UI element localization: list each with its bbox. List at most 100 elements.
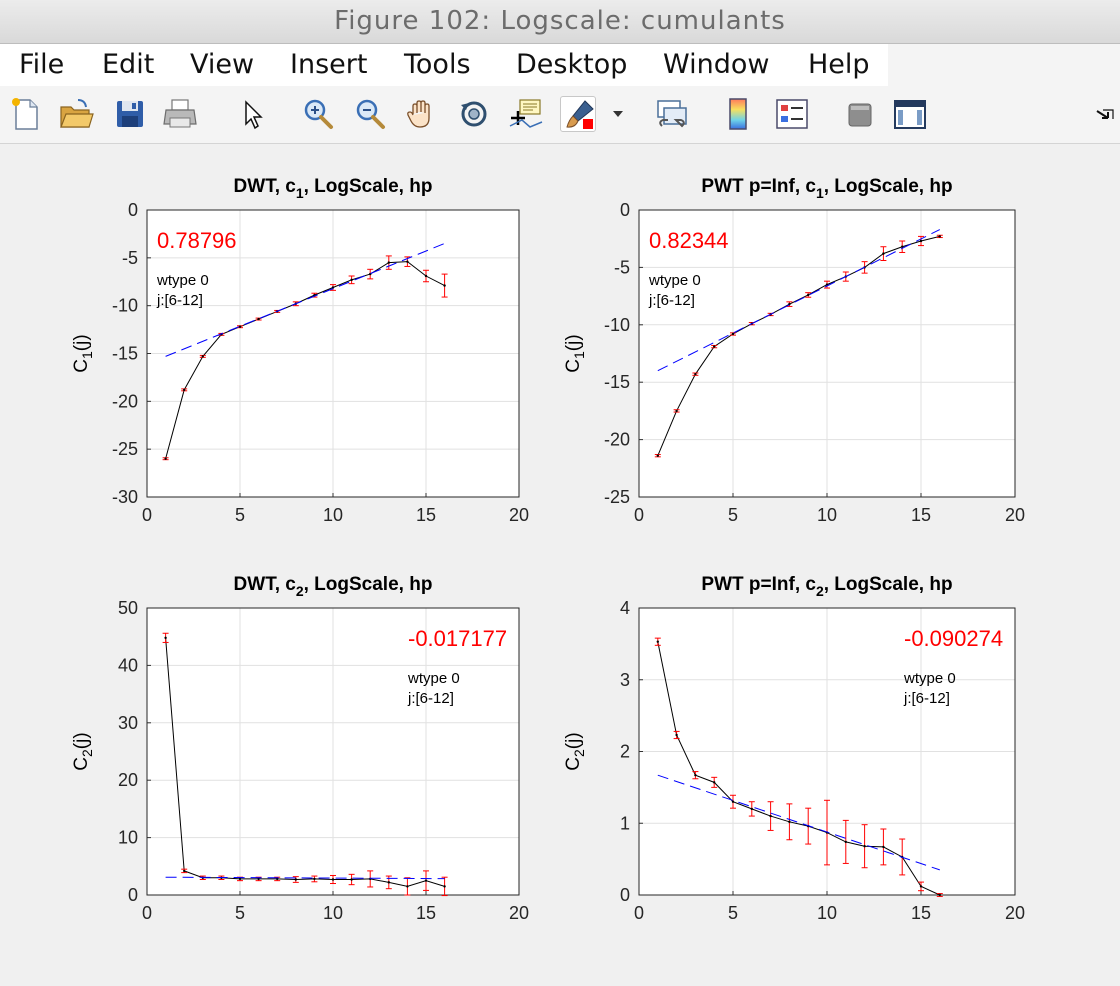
menu-window[interactable]: Window [663, 49, 770, 80]
show-plot-tools-icon[interactable] [892, 96, 928, 132]
y-tick-label: -25 [604, 487, 630, 507]
data-point [769, 814, 772, 818]
x-tick-label: 0 [142, 505, 152, 525]
y-tick-label: 30 [118, 713, 138, 733]
subplot-4: 0 5 10 15 20 0 1 2 3 4 PWT p=Inf, c2, LogScale, hp… [563, 574, 1025, 923]
errorbar [404, 877, 411, 896]
errorbar [918, 235, 924, 247]
open-file-icon[interactable] [58, 96, 94, 132]
errorbar [367, 870, 374, 888]
errorbar [880, 828, 887, 866]
errorbar [805, 292, 812, 298]
x-tick-label: 5 [728, 903, 738, 923]
data-point [201, 355, 204, 358]
errorbar [441, 876, 448, 897]
scale-range-label: j:[6-12] [903, 690, 950, 707]
data-point [257, 877, 260, 881]
fit-line [165, 876, 445, 880]
y-tick-label: -5 [614, 257, 630, 277]
data-point [731, 332, 735, 336]
subplot-title: DWT, c1, LogScale, hp [234, 176, 433, 201]
y-tick-label: -10 [112, 296, 138, 316]
data-point [882, 845, 885, 849]
errorbar [711, 344, 718, 349]
y-axis-label: C2(j) [71, 732, 95, 770]
data-cursor-icon[interactable] [508, 96, 544, 132]
hide-plot-tools-icon[interactable] [842, 96, 878, 132]
y-tick-label: -5 [122, 248, 138, 268]
data-point [863, 845, 866, 848]
errorbar [673, 409, 680, 413]
errorbar [423, 870, 429, 891]
data-point [694, 773, 697, 777]
errorbar [292, 876, 299, 883]
menu-help[interactable]: Help [808, 49, 870, 80]
data-line [657, 235, 940, 456]
data-point [183, 869, 186, 873]
pan-hand-icon[interactable] [404, 96, 440, 132]
errorbar [730, 794, 736, 809]
axes-box [638, 209, 1016, 498]
data-point [350, 878, 353, 881]
figure-canvas: 0 5 10 15 20 0 -5 -10 -15 -20 -25 -30 DWT, c1, LogSc… [0, 144, 1120, 986]
data-point [750, 807, 753, 811]
subplot-title: DWT, c2, LogScale, hp [234, 574, 433, 599]
y-tick-label: 0 [128, 885, 138, 905]
menu-tools[interactable]: Tools [404, 49, 471, 80]
zoom-out-icon[interactable] [352, 96, 388, 132]
x-tick-label: 0 [634, 505, 644, 525]
data-point [919, 885, 923, 888]
insert-colorbar-icon[interactable] [720, 96, 756, 132]
x-tick-label: 15 [416, 903, 436, 923]
data-point [350, 278, 353, 282]
x-tick-label: 20 [509, 903, 529, 923]
zoom-in-icon[interactable] [300, 96, 336, 132]
data-point [919, 239, 923, 243]
print-icon[interactable] [162, 96, 198, 132]
menu-file[interactable]: File [19, 49, 65, 80]
window-title-bar: Figure 102: Logscale: cumulants [0, 0, 1120, 44]
x-tick-label: 10 [817, 505, 837, 525]
errorbar [441, 273, 448, 298]
x-tick-label: 0 [142, 903, 152, 923]
menu-desktop[interactable]: Desktop [516, 49, 628, 80]
x-tick-label: 10 [323, 903, 343, 923]
errorbar [348, 275, 355, 285]
errorbar [748, 801, 755, 817]
errorbar [162, 632, 169, 643]
y-tick-label: -30 [112, 487, 138, 507]
errorbar [654, 637, 661, 646]
wtype-label: wtype 0 [648, 272, 701, 289]
menu-bar-spacer [888, 44, 1120, 86]
menu-insert[interactable]: Insert [290, 49, 368, 80]
edit-plot-pointer-icon[interactable] [236, 96, 272, 132]
data-point [387, 261, 390, 264]
data-point [844, 840, 847, 844]
y-tick-label: 50 [118, 598, 138, 618]
data-line [657, 641, 941, 896]
data-point [713, 781, 716, 784]
data-line [165, 261, 445, 459]
data-point [731, 800, 735, 803]
menu-view[interactable]: View [190, 49, 255, 80]
link-plot-icon[interactable] [654, 96, 690, 132]
save-icon[interactable] [112, 96, 148, 132]
data-point [294, 878, 297, 881]
x-tick-label: 5 [235, 505, 245, 525]
errorbar [330, 874, 336, 885]
y-axis-label: C1(j) [71, 334, 95, 372]
errorbar [880, 246, 887, 262]
x-tick-label: 20 [1005, 903, 1025, 923]
new-figure-icon[interactable] [8, 96, 44, 132]
fit-line [657, 774, 940, 871]
menu-edit[interactable]: Edit [102, 49, 155, 80]
rotate-3d-icon[interactable] [456, 96, 492, 132]
brush-icon[interactable] [560, 96, 596, 132]
errorbar [786, 803, 793, 841]
y-tick-label: -25 [112, 439, 138, 459]
insert-legend-icon[interactable] [774, 96, 810, 132]
dock-arrow-icon[interactable] [1094, 96, 1116, 132]
brush-dropdown-icon[interactable] [610, 96, 626, 132]
data-point [443, 885, 446, 888]
